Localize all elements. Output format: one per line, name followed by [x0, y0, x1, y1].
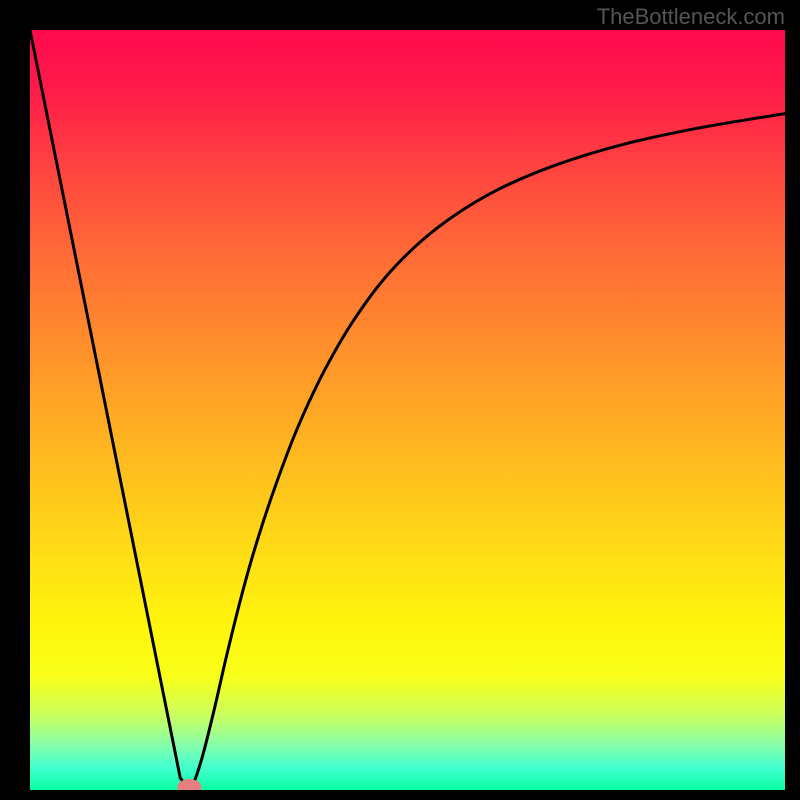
bottleneck-chart	[30, 30, 785, 790]
watermark-text: TheBottleneck.com	[597, 4, 785, 30]
gradient-background	[30, 30, 785, 790]
